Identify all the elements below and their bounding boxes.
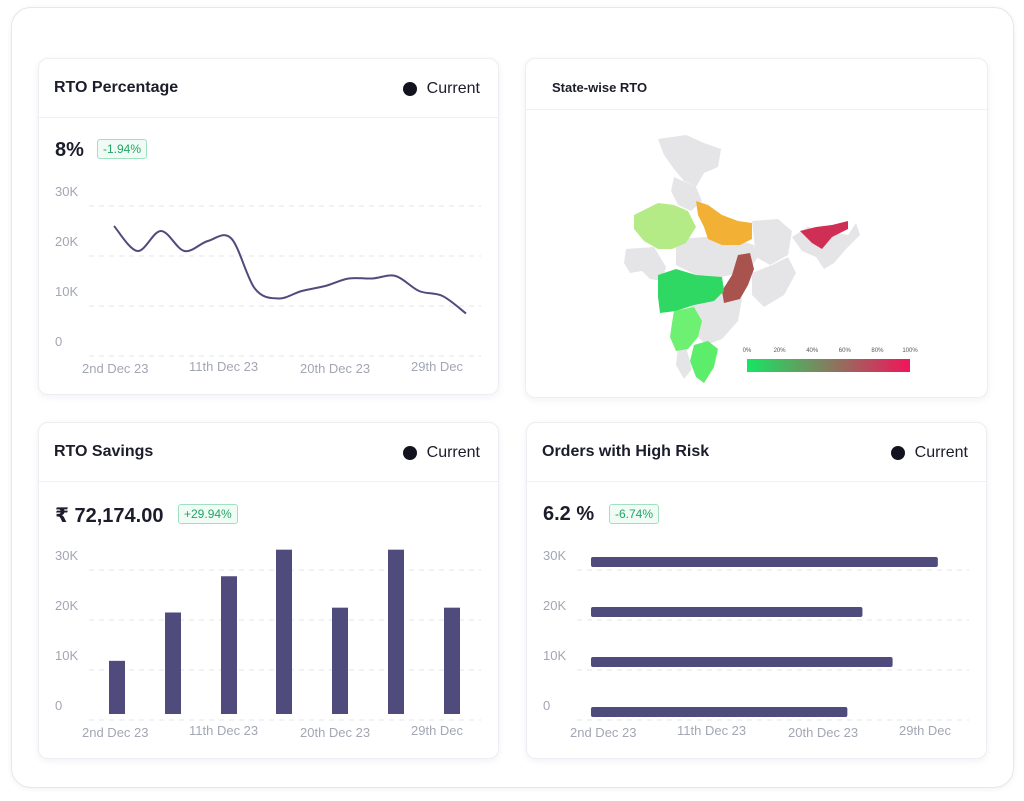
y-tick-label: 30K: [543, 548, 566, 563]
bar: [221, 576, 237, 714]
rto-savings-bar-chart: 30K 20K 10K 0 2nd Dec 23 11th Dec 23 20th Dec …: [55, 548, 481, 740]
state-gujarat: [624, 247, 666, 281]
scale-label: 20%: [774, 348, 787, 354]
x-tick-label: 20th Dec 23: [300, 361, 370, 376]
legend-dot-icon: [402, 446, 417, 460]
hbar: [591, 657, 893, 667]
x-tick-label: 11th Dec 23: [189, 359, 258, 374]
scale-label: 60%: [839, 348, 852, 354]
rto-percentage-card: RTO Percentage Current 8% -1.94% 30K 20K 1…: [38, 58, 499, 395]
state-rajasthan[interactable]: [634, 203, 696, 249]
y-tick-label: 20K: [55, 598, 78, 613]
high-risk-bar-chart: 30K 20K 10K 0 2nd Dec 23 11th Dec 23 20th Dec …: [543, 548, 969, 740]
high-risk-card: Orders with High Risk Current 6.2 % -6.7…: [526, 422, 987, 759]
x-tick-label: 11th Dec 23: [189, 723, 258, 738]
bar: [109, 660, 125, 714]
legend-label: Current: [426, 444, 480, 461]
y-tick-label: 30K: [55, 184, 78, 199]
card-title: RTO Savings: [54, 443, 154, 460]
x-tick-label: 2nd Dec 23: [82, 725, 149, 740]
state-chhattisgarh[interactable]: [722, 253, 754, 303]
legend-label: Current: [914, 444, 968, 461]
bar: [276, 549, 292, 714]
hbar: [591, 707, 848, 717]
x-tick-label: 29th Dec: [899, 723, 952, 738]
y-tick-label: 20K: [543, 598, 566, 613]
state-uttar-pradesh[interactable]: [696, 201, 752, 245]
series-line: [113, 225, 467, 315]
state-karnataka[interactable]: [670, 307, 702, 351]
metric-value: 6.2 %: [543, 503, 595, 525]
state-tamil-nadu[interactable]: [690, 341, 718, 383]
state-kerala: [676, 347, 692, 379]
y-tick-label: 0: [55, 334, 62, 349]
y-tick-label: 0: [543, 698, 550, 713]
hbar: [591, 557, 938, 567]
legend[interactable]: Current: [890, 444, 968, 462]
y-tick-label: 10K: [55, 284, 78, 299]
scale-gradient-bar: [747, 359, 910, 372]
legend-dot-icon: [890, 446, 905, 460]
change-badge: -6.74%: [609, 504, 660, 524]
scale-label: 40%: [806, 348, 819, 354]
x-tick-label: 2nd Dec 23: [570, 725, 637, 740]
x-tick-label: 20th Dec 23: [300, 725, 370, 740]
scale-label: 80%: [871, 348, 884, 354]
hbar: [591, 607, 863, 617]
india-map[interactable]: 0% 20% 40% 60% 80% 100%: [526, 59, 989, 399]
state-rto-card: State-wise RTO: [525, 58, 988, 398]
bar: [165, 612, 181, 714]
x-tick-label: 29th Dec: [411, 359, 464, 374]
card-header: Orders with High Risk Current: [527, 423, 986, 482]
x-tick-label: 2nd Dec 23: [82, 361, 149, 376]
state-maharashtra[interactable]: [658, 269, 724, 313]
state-jammu-kashmir: [658, 135, 721, 187]
card-title: State-wise RTO: [552, 80, 648, 95]
legend[interactable]: Current: [402, 80, 480, 98]
bar: [444, 607, 460, 714]
card-header: RTO Percentage Current: [39, 59, 498, 118]
change-badge: +29.94%: [178, 504, 238, 524]
legend-dot-icon: [402, 82, 417, 96]
scale-label: 0%: [743, 348, 752, 354]
y-tick-label: 10K: [55, 648, 78, 663]
y-tick-label: 20K: [55, 234, 78, 249]
rto-scale: 0% 20% 40% 60% 80% 100%: [743, 348, 918, 372]
change-badge: -1.94%: [97, 139, 148, 159]
bar: [332, 607, 348, 714]
card-header: State-wise RTO: [526, 59, 987, 110]
bar: [388, 549, 404, 714]
state-bihar-jharkhand: [752, 219, 792, 265]
scale-label: 100%: [902, 348, 918, 354]
x-tick-label: 20th Dec 23: [788, 725, 858, 740]
state-odisha: [752, 257, 796, 307]
y-tick-label: 10K: [543, 648, 566, 663]
legend-label: Current: [426, 80, 480, 97]
rto-savings-card: RTO Savings Current ₹ 72,174.00 +29.94% …: [38, 422, 499, 759]
card-header: RTO Savings Current: [39, 423, 498, 482]
rto-line-chart: 30K 20K 10K 0 2nd Dec 23 11th Dec 23 20th Dec …: [55, 184, 481, 376]
y-tick-label: 30K: [55, 548, 78, 563]
card-title: Orders with High Risk: [542, 443, 710, 460]
card-title: RTO Percentage: [54, 79, 179, 96]
metric-value: 8%: [55, 139, 84, 161]
metric-value: ₹ 72,174.00: [55, 505, 164, 527]
x-tick-label: 11th Dec 23: [677, 723, 746, 738]
y-tick-label: 0: [55, 698, 62, 713]
state-himachal-punjab: [671, 177, 702, 211]
state-assam[interactable]: [800, 221, 848, 249]
legend[interactable]: Current: [402, 444, 480, 462]
x-tick-label: 29th Dec: [411, 723, 464, 738]
